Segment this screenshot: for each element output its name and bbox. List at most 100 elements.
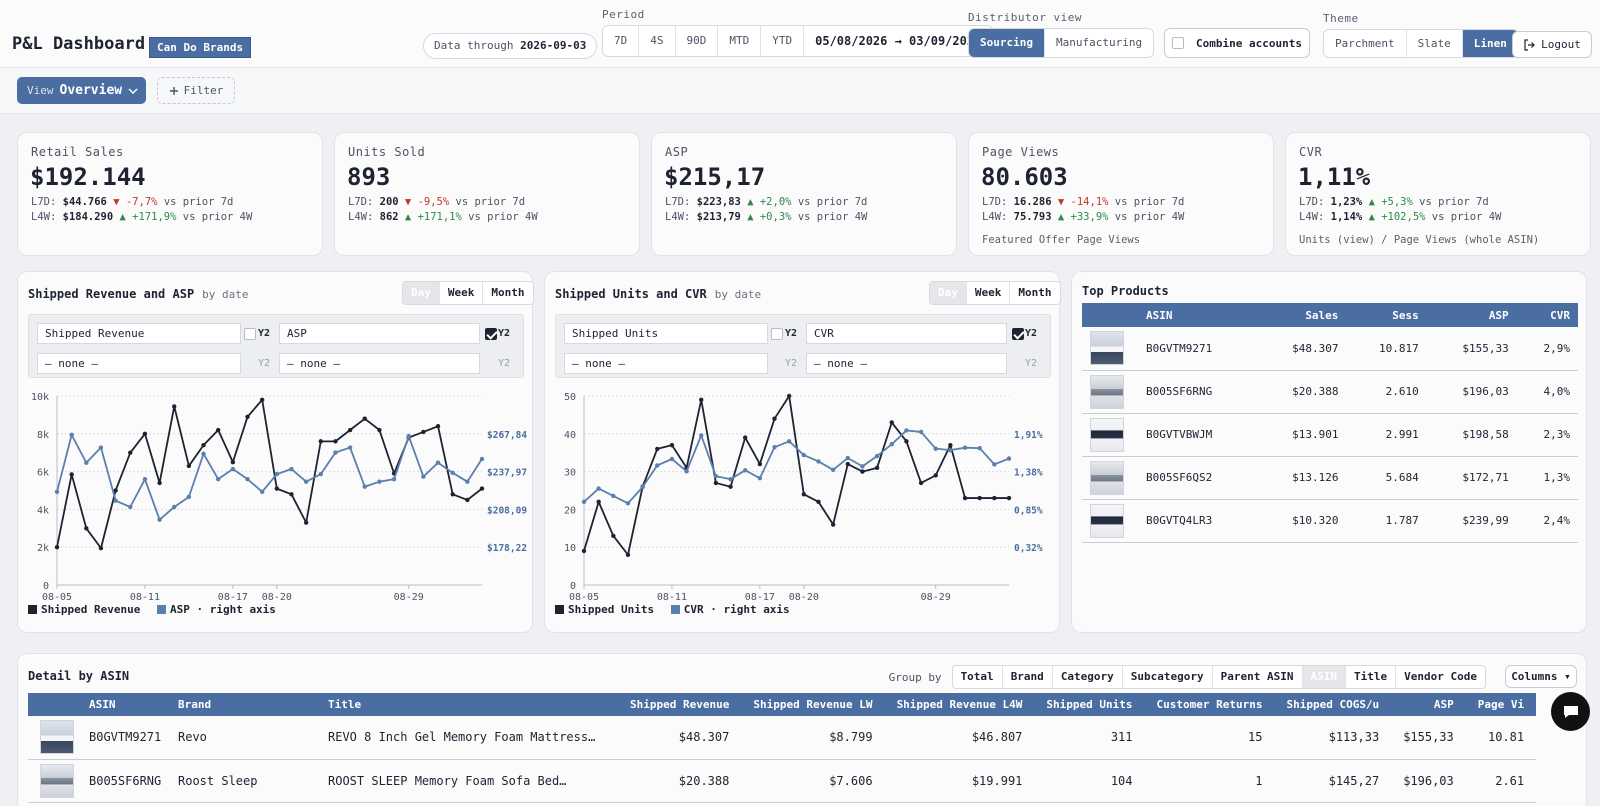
y2-checkbox-checked[interactable] xyxy=(485,328,497,340)
logout-button[interactable]: Logout xyxy=(1512,31,1592,58)
column-header[interactable]: Sales xyxy=(1256,303,1347,327)
third-metric-select[interactable]: — none — xyxy=(564,353,768,374)
y2-checkbox-checked[interactable] xyxy=(1012,328,1024,340)
asin-cell[interactable]: B0GVTVBWJM xyxy=(1138,413,1257,457)
column-header[interactable]: CVR xyxy=(1516,303,1578,327)
secondary-metric-select[interactable]: CVR xyxy=(806,323,1007,344)
asin-cell[interactable]: B0GVTM9271 xyxy=(1138,327,1257,371)
data-point-left xyxy=(201,442,206,448)
group-by-option[interactable]: Brand xyxy=(1003,666,1053,688)
fourth-metric-select[interactable]: — none — xyxy=(279,353,480,374)
primary-metric-select[interactable]: Shipped Units xyxy=(564,323,768,344)
theme-option-linen[interactable]: Linen xyxy=(1462,30,1518,57)
chat-launcher-button[interactable] xyxy=(1551,692,1590,731)
data-point-left xyxy=(713,480,719,486)
granularity-day[interactable]: Day xyxy=(930,282,967,304)
period-option[interactable]: 7D xyxy=(603,26,640,56)
theme-option-slate[interactable]: Slate xyxy=(1407,30,1463,57)
kpi-value: $215,17 xyxy=(664,163,766,191)
data-point-right xyxy=(669,456,675,462)
data-point-right xyxy=(1006,456,1012,461)
y-tick-label: 0 xyxy=(43,581,49,592)
group-by-option[interactable]: Title xyxy=(1346,666,1397,688)
granularity-week[interactable]: Week xyxy=(967,282,1011,304)
group-by-option[interactable]: Parent ASIN xyxy=(1213,666,1303,688)
granularity-month[interactable]: Month xyxy=(491,286,525,299)
column-header[interactable]: Brand xyxy=(178,693,328,716)
period-option[interactable]: MTD xyxy=(718,26,762,56)
group-by-option[interactable]: Category xyxy=(1053,666,1123,688)
granularity-month[interactable]: Month xyxy=(1018,286,1052,299)
column-header[interactable]: Shipped Revenue LW xyxy=(741,693,885,716)
group-by-option[interactable]: ASIN xyxy=(1302,666,1347,688)
view-selector[interactable]: View Overview xyxy=(17,77,146,104)
column-header[interactable]: Customer Returns xyxy=(1144,693,1275,716)
distributor-option-manufacturing[interactable]: Manufacturing xyxy=(1055,36,1143,49)
period-option[interactable]: 90D xyxy=(676,26,719,56)
granularity-day[interactable]: Day xyxy=(403,282,440,304)
asin-cell[interactable]: B005SF6RNG xyxy=(1138,370,1257,414)
data-point-right xyxy=(406,433,411,439)
kpi-l7d-change: ▼ -7,7% xyxy=(113,196,158,208)
data-point-left xyxy=(611,533,616,539)
date-range-picker[interactable]: 05/08/2026 → 03/09/2026 xyxy=(815,34,982,48)
asin-cell[interactable]: B005SF6QS2 xyxy=(1138,456,1257,500)
asin-cell[interactable]: B0GVTM9271 xyxy=(89,716,178,760)
data-point-left xyxy=(933,473,938,478)
third-metric-select[interactable]: — none — xyxy=(37,353,241,374)
table-row[interactable]: B005SF6QS2 $13.126 5.684 $172,71 1,3% xyxy=(1082,456,1578,500)
y2-checkbox[interactable] xyxy=(771,328,783,340)
column-header[interactable]: Shipped COGS/u xyxy=(1274,693,1392,716)
period-option[interactable]: 4S xyxy=(639,26,676,56)
column-header[interactable]: ASIN xyxy=(1138,303,1257,327)
table-row[interactable]: B0GVTM9271 $48.307 10.817 $155,33 2,9% xyxy=(1082,327,1578,371)
asin-cell[interactable]: B0GVTQ4LR3 xyxy=(1138,499,1257,543)
column-header[interactable]: ASP xyxy=(1426,303,1517,327)
data-point-left xyxy=(318,439,323,444)
shipped-revenue-panel: Shipped Revenue and ASP by date Day Week … xyxy=(17,271,534,633)
combine-accounts-checkbox[interactable] xyxy=(1172,37,1185,49)
kpi-l4w-line: L4W: $184.290 ▲ +171,9% vs prior 4W xyxy=(31,211,252,223)
group-by-option[interactable]: Subcategory xyxy=(1123,666,1213,688)
fourth-metric-select[interactable]: — none — xyxy=(806,353,1007,374)
add-filter-button[interactable]: Filter xyxy=(157,77,235,104)
data-point-left xyxy=(669,442,675,448)
y2-checkbox[interactable] xyxy=(244,328,256,340)
distributor-label: Distributor view xyxy=(968,11,1082,24)
units-cvr-chart: 0 10 20 30 40 50 0,32% 0,85% 1,38% 1,91% 08-05 08-1… xyxy=(564,392,1043,603)
column-header[interactable]: Title xyxy=(328,693,618,716)
theme-label: Theme xyxy=(1323,12,1359,25)
column-header[interactable]: Sess xyxy=(1346,303,1427,327)
product-thumbnail xyxy=(1090,503,1124,538)
kpi-l7d-change: ▼ -9,5% xyxy=(404,196,450,208)
theme-option-parchment[interactable]: Parchment xyxy=(1324,30,1407,57)
secondary-metric-select[interactable]: ASP xyxy=(279,323,480,344)
primary-metric-select[interactable]: Shipped Revenue xyxy=(37,323,241,344)
asin-cell[interactable]: B005SF6RNG xyxy=(89,759,178,803)
columns-button[interactable]: Columns ▾ xyxy=(1505,665,1577,688)
combine-accounts-toggle[interactable]: Combine accounts xyxy=(1164,28,1310,58)
data-point-left xyxy=(918,480,924,486)
column-header[interactable]: Shipped Units xyxy=(1034,693,1145,716)
x-tick-label: 08-05 xyxy=(42,592,72,603)
kpi-l4w-value: $213,79 xyxy=(696,211,741,223)
group-by-option[interactable]: Total xyxy=(953,666,1003,688)
granularity-week[interactable]: Week xyxy=(440,282,484,304)
table-row[interactable]: B005SF6RNG $20.388 2.610 $196,03 4,0% xyxy=(1082,370,1578,414)
column-header[interactable]: Shipped Revenue xyxy=(618,693,742,716)
column-header[interactable]: Shipped Revenue L4W xyxy=(884,693,1035,716)
distributor-option-sourcing[interactable]: Sourcing xyxy=(969,29,1045,57)
kpi-l4w-value: $184.290 xyxy=(62,211,114,223)
column-header[interactable]: Page Vi xyxy=(1465,693,1537,716)
group-by-option[interactable]: Vendor Code xyxy=(1404,670,1477,683)
table-row[interactable]: B005SF6RNG Roost Sleep ROOST SLEEP Memor… xyxy=(28,759,1537,803)
table-row[interactable]: B0GVTQ4LR3 $10.320 1.787 $239,99 2,4% xyxy=(1082,499,1578,543)
period-option[interactable]: YTD xyxy=(761,26,805,56)
column-header[interactable]: ASP xyxy=(1391,693,1466,716)
table-row[interactable]: B0GVTVBWJM $13.901 2.991 $198,58 2,3% xyxy=(1082,413,1578,457)
kpi-card: Units Sold 893 L7D: 200 ▼ -9,5% vs prior… xyxy=(334,132,640,256)
table-row[interactable]: B0GVTM9271 Revo REVO 8 Inch Gel Memory F… xyxy=(28,716,1537,760)
brand-badge[interactable]: Can Do Brands xyxy=(149,37,252,58)
column-header[interactable]: ASIN xyxy=(89,693,178,716)
kpi-l4w-suffix: vs prior 4W xyxy=(468,211,538,223)
